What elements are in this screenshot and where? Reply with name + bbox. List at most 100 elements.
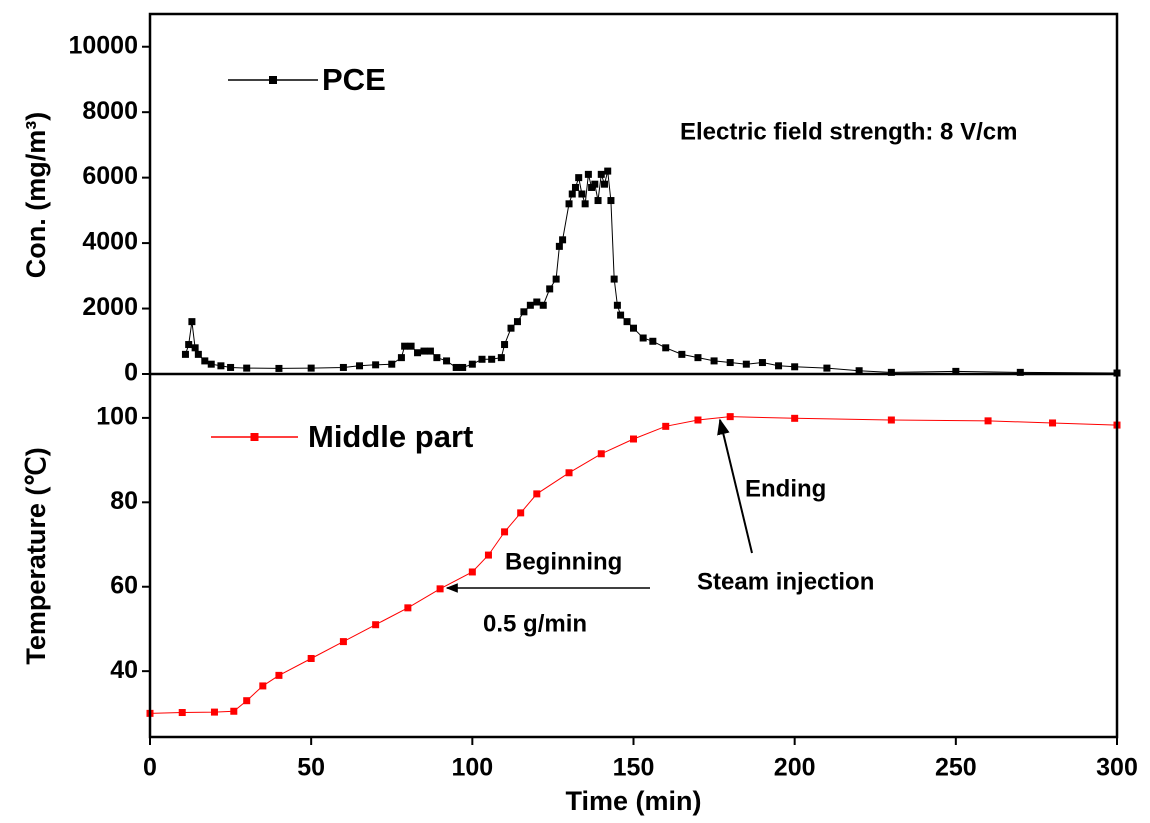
data-marker — [339, 363, 347, 371]
ending-arrow — [717, 418, 753, 554]
data-marker — [207, 360, 215, 368]
data-marker — [478, 355, 486, 363]
data-marker — [630, 435, 637, 443]
data-marker — [823, 364, 831, 372]
legend-marker — [250, 433, 259, 441]
data-marker — [594, 197, 602, 205]
data-marker — [678, 350, 686, 358]
data-marker — [488, 355, 496, 363]
data-marker — [507, 324, 515, 332]
x-axis-label: Time (min) — [565, 786, 701, 816]
y-axis-label: Temperature (℃) — [21, 447, 51, 664]
annotation: Beginning — [505, 548, 622, 575]
y-tick-label: 2000 — [82, 293, 138, 321]
data-marker — [420, 347, 428, 355]
data-marker — [497, 354, 505, 362]
x-tick-label: 150 — [613, 754, 655, 782]
x-tick-label: 250 — [935, 754, 977, 782]
annotation: 0.5 g/min — [483, 610, 587, 637]
x-tick-label: 100 — [451, 754, 493, 782]
data-marker — [194, 350, 202, 358]
data-marker — [791, 363, 799, 371]
data-marker — [230, 707, 238, 715]
data-marker — [555, 242, 563, 250]
data-marker — [372, 361, 380, 369]
data-marker — [388, 360, 396, 368]
data-marker — [742, 360, 750, 368]
data-marker — [578, 190, 586, 198]
y-axis-label: Con. (mg/m³) — [21, 112, 51, 278]
data-marker — [607, 197, 615, 205]
data-marker — [259, 682, 267, 690]
data-marker — [484, 551, 492, 559]
data-marker — [436, 585, 444, 593]
x-tick-label: 300 — [1096, 754, 1138, 782]
data-marker — [459, 363, 467, 371]
data-marker — [775, 362, 783, 370]
annotation: Steam injection — [697, 568, 874, 595]
data-marker — [520, 308, 528, 316]
data-marker — [662, 422, 670, 430]
y-tick-label: 60 — [110, 571, 138, 599]
data-marker — [407, 342, 415, 350]
data-marker — [539, 301, 547, 309]
data-marker — [571, 183, 579, 191]
data-marker — [710, 357, 718, 365]
data-marker — [307, 364, 315, 372]
y-tick-label: 80 — [110, 487, 138, 515]
data-marker — [185, 341, 193, 349]
data-marker — [356, 362, 364, 370]
data-marker — [533, 490, 541, 498]
data-marker — [610, 275, 618, 283]
data-marker — [726, 359, 734, 367]
annotation: Electric field strength: 8 V/cm — [680, 118, 1017, 145]
data-marker — [639, 334, 647, 342]
data-marker — [426, 347, 434, 355]
data-marker — [584, 170, 592, 178]
legend-label: PCE — [322, 62, 386, 97]
data-marker — [694, 354, 702, 362]
data-marker — [501, 341, 509, 349]
data-marker — [597, 450, 605, 458]
data-marker — [517, 509, 525, 517]
data-marker — [339, 638, 347, 646]
data-marker — [243, 697, 251, 705]
data-marker — [591, 180, 599, 188]
data-marker — [952, 367, 960, 375]
data-marker — [649, 337, 657, 345]
data-marker — [307, 654, 315, 662]
y-tick-label: 8000 — [82, 97, 138, 125]
data-marker — [188, 318, 196, 326]
data-marker — [404, 604, 412, 612]
legend-label: Middle part — [308, 419, 473, 454]
data-marker — [552, 275, 560, 283]
data-marker — [1016, 368, 1024, 376]
data-marker — [191, 344, 199, 352]
data-marker — [201, 357, 209, 365]
x-tick-label: 50 — [297, 754, 325, 782]
data-marker — [984, 417, 992, 425]
data-line — [149, 416, 1118, 714]
legend-marker — [269, 76, 277, 84]
y-tick-label: 10000 — [68, 31, 138, 59]
data-marker — [694, 416, 702, 424]
data-marker — [181, 350, 189, 358]
data-marker — [397, 354, 405, 362]
data-marker — [275, 671, 283, 679]
data-marker — [533, 298, 541, 306]
data-marker — [575, 174, 583, 182]
x-tick-label: 0 — [143, 754, 157, 782]
plot-frame — [148, 12, 1119, 739]
data-marker — [443, 357, 451, 365]
annotation: Ending — [745, 475, 826, 502]
data-marker — [662, 344, 670, 352]
data-marker — [468, 360, 476, 368]
data-marker — [630, 324, 637, 332]
y-tick-label: 100 — [96, 403, 138, 431]
data-marker — [468, 568, 476, 576]
data-marker — [243, 364, 251, 372]
data-marker — [613, 301, 621, 309]
data-marker — [791, 414, 799, 422]
data-marker — [526, 301, 534, 309]
data-marker — [597, 170, 605, 178]
